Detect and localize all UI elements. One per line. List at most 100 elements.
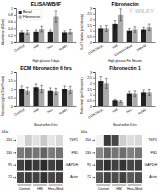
y-tick-mark xyxy=(14,98,16,99)
bar-panel: 00.511.522.53CONTROLHMHoxHoMxFibronectin… xyxy=(80,65,156,128)
bar-panel: 00.511.52ControlHMHoxHoMxECM fibronectin… xyxy=(1,65,77,128)
marker-label: 72 xyxy=(8,175,12,179)
group-bracket xyxy=(97,185,111,186)
y-tick-label: 0 xyxy=(11,105,13,109)
bar-series xyxy=(104,78,152,106)
blot-band xyxy=(17,147,24,158)
y-tick: 0 xyxy=(90,105,95,109)
x-tick-label: CONTROL xyxy=(87,44,104,56)
y-tick-mark xyxy=(93,8,95,9)
figure: 00.20.40.60.81ControlHMHoxHoMxELISA/WB/I… xyxy=(0,0,158,193)
y-tick-label: 2 xyxy=(90,82,92,86)
title: ELISA/WB/IF xyxy=(31,1,61,7)
y-tick-mark xyxy=(14,15,16,16)
blot-band xyxy=(104,160,111,171)
axis-line xyxy=(93,73,96,107)
marker-label: 130 xyxy=(85,151,91,155)
y-tick-label: 3 xyxy=(90,71,92,75)
y-tick: 1.5 xyxy=(87,24,95,28)
y-axis-title: Fibronectin (pg/mL/Total Protein) xyxy=(1,76,5,117)
marker-label: 130 xyxy=(6,151,12,155)
x-tick-label: HoMx xyxy=(58,44,68,52)
row-label: GAPDH xyxy=(66,163,79,167)
group-bracket xyxy=(49,185,63,186)
group-bracket xyxy=(112,185,126,186)
y-tick: 0 xyxy=(11,41,16,45)
marker-arrow xyxy=(13,140,16,142)
error-bar xyxy=(69,30,72,34)
legend-box xyxy=(18,10,42,21)
title: Fibronectin 1 xyxy=(109,65,141,71)
blot-band xyxy=(40,147,47,158)
row-label: GAPDH xyxy=(145,163,158,167)
y-tick: 1 xyxy=(90,29,95,33)
error-bar xyxy=(148,24,151,30)
plot-area xyxy=(98,77,152,106)
plot-area xyxy=(19,11,73,42)
blot-band xyxy=(119,172,126,183)
error-bar xyxy=(105,78,108,88)
bar xyxy=(118,101,123,106)
blot-band xyxy=(48,160,55,171)
x-tick-label: Control+Med xyxy=(113,44,132,58)
blot-band xyxy=(33,172,40,183)
y-tick-label: 3 xyxy=(90,7,92,11)
y-tick: 1 xyxy=(90,93,95,97)
blot-band xyxy=(17,160,24,171)
axis-line xyxy=(93,9,96,43)
error-bar xyxy=(99,77,102,86)
y-tick-label: 2.5 xyxy=(87,76,92,80)
y-tick: 2 xyxy=(90,18,95,22)
y-tick: 0 xyxy=(90,41,95,45)
y-tick-mark xyxy=(93,100,95,101)
error-bar xyxy=(119,9,122,21)
x-tick: CONTROL xyxy=(87,108,104,120)
blot-background xyxy=(17,135,64,184)
x-axis: CONTROLHMHoxHoMx xyxy=(87,107,155,120)
group-label: Hox+Med xyxy=(48,187,63,191)
x-axis-title: High glucose Per Neuron xyxy=(108,59,142,63)
blot-panel: TSP1FN1GAPDHActin2501309572kDaControlHMH… xyxy=(2,130,78,191)
bar-panel: 00.511.522.53CONTROLHMControl+MedHM+MFib… xyxy=(80,1,156,64)
bar-series xyxy=(19,30,67,42)
bar-series xyxy=(98,77,146,106)
error-bar xyxy=(55,88,58,94)
x-tick: Control xyxy=(13,108,25,117)
y-axis: 00.20.40.60.81 xyxy=(8,7,16,45)
group-label: Control xyxy=(19,187,31,191)
y-axis-title: % of T-tubules (pixel density) xyxy=(80,14,84,50)
blot-band xyxy=(56,135,63,146)
x-tick-label: CONTROL xyxy=(87,108,104,120)
legend-swatch xyxy=(19,11,22,14)
y-tick: 2 xyxy=(90,82,95,86)
blot-band xyxy=(40,160,47,171)
marker-title: kDa xyxy=(2,130,8,134)
blot-band xyxy=(104,172,111,183)
error-bar xyxy=(134,91,137,96)
blot-band xyxy=(48,147,55,158)
x-axis-title: Basal within 6 hrs xyxy=(113,123,137,127)
blot-band xyxy=(104,147,111,158)
blot-band xyxy=(112,172,119,183)
y-tick-label: 0.5 xyxy=(87,99,92,103)
y-tick-label: 0.8 xyxy=(8,13,13,17)
marker-title: kDa xyxy=(81,130,87,134)
y-axis-title: Absorbance (450nm) xyxy=(1,19,5,45)
y-tick-mark xyxy=(14,35,16,36)
y-tick: 0.2 xyxy=(8,34,16,38)
y-tick: 0.6 xyxy=(8,20,16,24)
x-tick: Hox xyxy=(46,108,54,115)
y-tick: 0.8 xyxy=(8,13,16,17)
y-tick-mark xyxy=(14,81,16,82)
blot-band xyxy=(96,172,103,183)
blot-band xyxy=(119,135,126,146)
marker-arrow xyxy=(13,152,16,154)
error-bar xyxy=(119,100,122,102)
blot-cells xyxy=(96,135,142,183)
axis-line xyxy=(96,42,156,43)
y-axis: 00.511.52 xyxy=(8,71,16,109)
y-tick-label: 1.5 xyxy=(87,24,92,28)
marker-arrow xyxy=(92,152,95,154)
marker-arrow xyxy=(13,177,16,179)
error-bar xyxy=(114,99,117,101)
